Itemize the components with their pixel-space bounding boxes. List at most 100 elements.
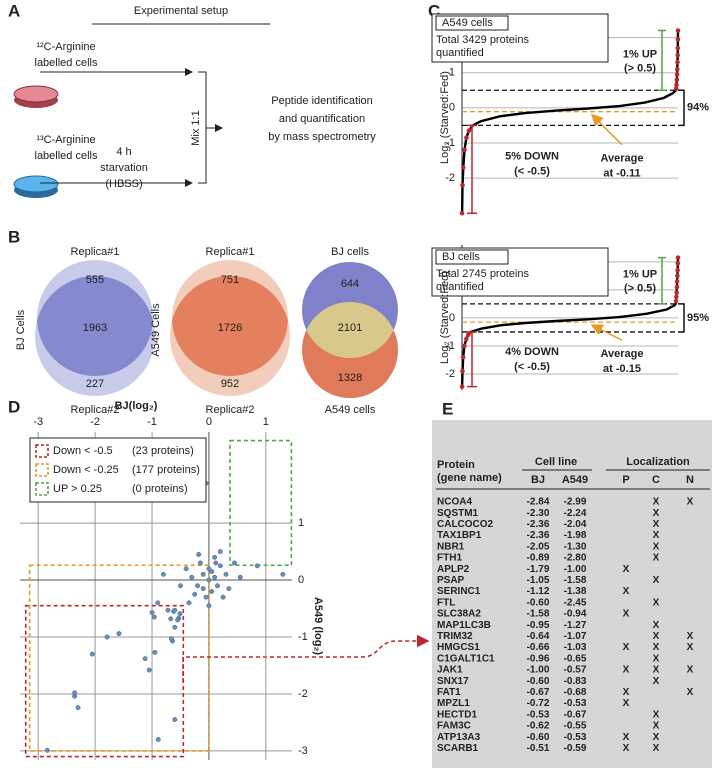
column-header: BJ xyxy=(531,474,545,486)
outlier-point xyxy=(464,336,469,342)
down-bracket xyxy=(467,331,477,388)
average-label: Average xyxy=(600,348,643,360)
table-header: Localization xyxy=(626,456,690,468)
scatter-point xyxy=(155,600,161,606)
average-label: at -0.15 xyxy=(603,363,641,375)
scatter-point xyxy=(172,624,178,630)
table-cell: X xyxy=(623,642,630,653)
legend-swatch xyxy=(35,463,49,477)
legend-swatch xyxy=(35,444,49,458)
outlier-point xyxy=(466,128,472,133)
table-cell: -0.89 xyxy=(527,553,550,564)
protein-name: SLC38A2 xyxy=(437,609,481,620)
y-tick-label: -2 xyxy=(445,172,455,184)
scatter-point xyxy=(215,583,220,589)
protein-name: C1GALT1C1 xyxy=(437,653,495,664)
scatter-point xyxy=(72,690,78,696)
table-cell: X xyxy=(653,743,660,754)
outlier-point xyxy=(674,294,679,300)
table-cell: -1.00 xyxy=(564,564,587,575)
table-cell: -1.58 xyxy=(564,575,587,586)
table-cell: -1.03 xyxy=(564,642,587,653)
scatter-point xyxy=(160,571,166,577)
result-label: Peptide identification xyxy=(271,95,373,107)
table-cell: -1.38 xyxy=(564,586,587,597)
outlier-point xyxy=(675,37,681,42)
table-background xyxy=(432,420,712,768)
table-cell: X xyxy=(687,631,694,642)
dish-light xyxy=(13,85,59,108)
protein-name: CALCOCO2 xyxy=(437,519,494,530)
table-cell: X xyxy=(623,687,630,698)
average-arrow xyxy=(590,324,623,341)
scatter-point xyxy=(206,577,212,583)
table-cell: X xyxy=(623,698,630,709)
legend-total: Total 2745 proteins xyxy=(436,268,529,280)
table-cell: -1.98 xyxy=(564,530,587,541)
table-cell: -2.99 xyxy=(564,497,587,508)
scatter-point xyxy=(44,747,50,753)
scatter-point xyxy=(217,563,223,569)
middle-percent: 94% xyxy=(687,102,709,114)
legend-title: A549 cells xyxy=(442,17,493,29)
table-cell: X xyxy=(623,732,630,743)
protein-name: ATP13A3 xyxy=(437,732,481,743)
legend-title-box xyxy=(435,249,509,265)
legend-title: BJ cells xyxy=(442,251,480,263)
mix-label: Mix 1:1 xyxy=(190,110,202,145)
venn-count: 1328 xyxy=(338,372,362,384)
table-cell: X xyxy=(653,709,660,720)
table-cell: -1.05 xyxy=(527,575,550,586)
legend-label: Down < -0.25 xyxy=(53,464,119,476)
table-cell: X xyxy=(687,665,694,676)
down-label: 5% DOWN xyxy=(505,151,559,163)
table-cell: X xyxy=(623,609,630,620)
x-tick-label: -2 xyxy=(90,416,100,428)
average-arrow xyxy=(590,113,623,146)
venn-count: 227 xyxy=(86,378,104,390)
scatter-point xyxy=(213,560,219,566)
outlier-point xyxy=(459,384,465,389)
scatter-point xyxy=(232,560,237,566)
venn-overlap xyxy=(302,302,398,358)
dish-heavy xyxy=(13,175,59,198)
average-label: Average xyxy=(600,153,643,165)
outlier-point xyxy=(462,147,467,153)
scatter-point xyxy=(168,636,174,642)
table-cell: X xyxy=(653,732,660,743)
scatter-point xyxy=(155,737,161,742)
threshold-region xyxy=(24,604,185,758)
scatter-point xyxy=(212,574,218,580)
venn-count: 1726 xyxy=(218,322,242,334)
x-tick-label: 1 xyxy=(263,416,269,428)
outlier-point xyxy=(675,273,680,279)
y-tick-label: 0 xyxy=(449,102,455,114)
treatment: starvation xyxy=(100,162,148,174)
table-cell: X xyxy=(653,530,660,541)
outlier-point xyxy=(675,267,680,273)
protein-name: NCOA4 xyxy=(437,497,472,508)
table-cell: -0.83 xyxy=(564,676,587,687)
outlier-point xyxy=(675,59,680,65)
venn-side-label: A549 Cells xyxy=(150,303,162,357)
link-arrow xyxy=(182,634,430,682)
scatter-point xyxy=(217,549,223,555)
column-header: C xyxy=(652,474,660,486)
venn-count: 644 xyxy=(341,278,359,290)
table-cell: -0.53 xyxy=(527,709,550,720)
table-cell: -2.45 xyxy=(564,597,587,608)
table-cell: -0.67 xyxy=(564,709,587,720)
table-cell: -0.53 xyxy=(564,732,587,743)
protein-name: NBR1 xyxy=(437,541,465,552)
table-cell: -0.95 xyxy=(527,620,550,631)
threshold-region xyxy=(229,439,293,567)
scatter-point xyxy=(175,617,181,623)
scatter-point xyxy=(89,651,95,657)
outlier-point xyxy=(460,354,466,360)
scatter-point xyxy=(280,571,286,577)
scatter-point xyxy=(146,667,152,673)
scatter-point xyxy=(200,586,206,592)
y-tick-label: -1 xyxy=(298,631,308,643)
legend-count: (23 proteins) xyxy=(132,445,194,457)
y-tick-label: 0 xyxy=(449,312,455,324)
